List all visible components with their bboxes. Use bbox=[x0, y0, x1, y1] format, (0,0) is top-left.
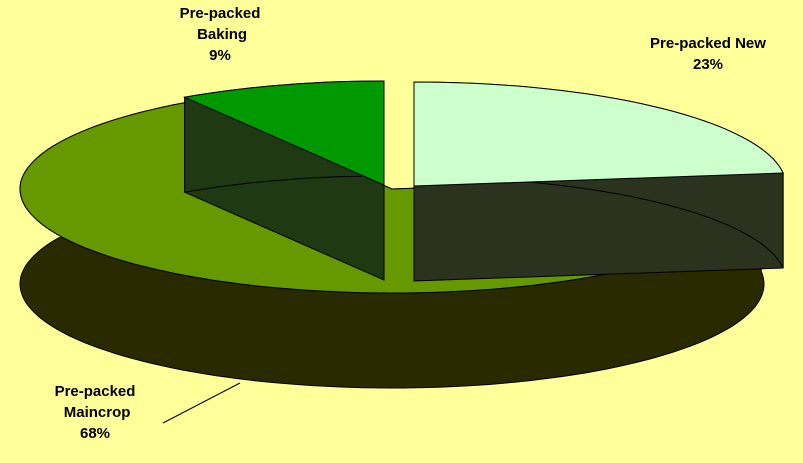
value-label: 68% bbox=[80, 425, 110, 442]
value-label: 9% bbox=[209, 47, 231, 64]
slice-label: Pre-packed Maincrop bbox=[55, 383, 136, 421]
slice-label-line: Pre-packed bbox=[180, 5, 261, 22]
slice-label: Pre-packed Baking bbox=[180, 5, 261, 43]
slice-label-line: Pre-packed bbox=[55, 383, 136, 400]
slice-label: Pre-packed New bbox=[650, 35, 766, 52]
slice bbox=[182, 80, 385, 186]
slice-label-line: Maincrop bbox=[60, 404, 131, 421]
value-label: 23% bbox=[693, 56, 723, 73]
slice-label-line: Baking bbox=[193, 26, 247, 43]
slice bbox=[413, 81, 784, 187]
leader-line bbox=[162, 382, 241, 424]
